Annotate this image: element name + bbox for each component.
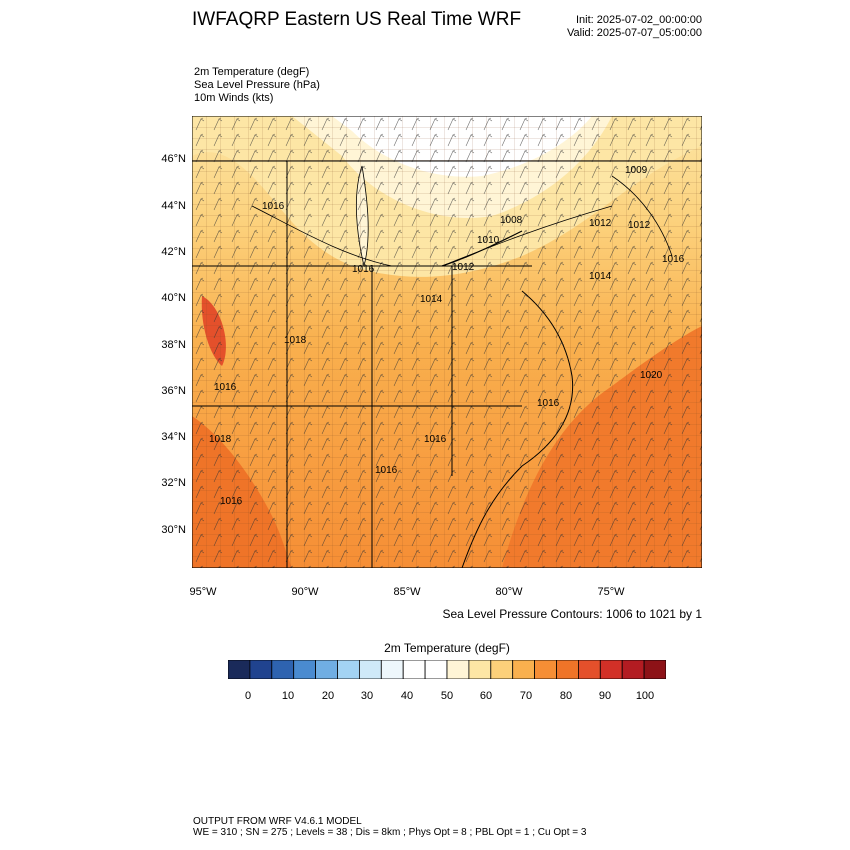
- lat-tick: 44°N: [161, 200, 186, 212]
- colorbar-swatch: [556, 660, 579, 679]
- colorbar-label: 80: [559, 690, 573, 702]
- colorbar-swatch: [402, 660, 426, 679]
- isobar-label: 1016: [214, 382, 237, 393]
- colorbar-swatch: [315, 660, 338, 679]
- valid-time: Valid: 2025-07-07_05:00:00: [567, 27, 702, 39]
- colorbar-swatch: [577, 660, 601, 679]
- lat-tick: 38°N: [161, 339, 186, 351]
- lon-tick: 85°W: [393, 586, 421, 598]
- colorbar: [228, 660, 666, 679]
- init-valid-times: Init: 2025-07-02_00:00:00 Valid: 2025-07…: [567, 14, 702, 40]
- colorbar-title: 2m Temperature (degF): [384, 641, 510, 655]
- lat-tick: 36°N: [161, 385, 186, 397]
- lon-tick: 95°W: [189, 586, 217, 598]
- field-label-temperature: 2m Temperature (degF): [194, 66, 310, 78]
- lon-tick: 75°W: [597, 586, 625, 598]
- isobar-label: 1016: [424, 434, 447, 445]
- map-title: IWFAQRP Eastern US Real Time WRF: [192, 9, 522, 30]
- colorbar-swatch: [512, 660, 536, 679]
- lat-tick: 46°N: [161, 153, 186, 165]
- weather-map: 1016 1016 1014 1012 1010 1008 1009 1012 …: [192, 116, 702, 568]
- colorbar-swatch: [599, 660, 623, 679]
- footer-config-line: WE = 310 ; SN = 275 ; Levels = 38 ; Dis …: [193, 827, 587, 838]
- isobar-label: 1016: [352, 264, 375, 275]
- isobar-label: 1016: [220, 496, 243, 507]
- colorbar-label: 50: [440, 690, 454, 702]
- isobar-label: 1009: [625, 165, 648, 176]
- isobar-label: 1014: [589, 271, 612, 282]
- colorbar-swatch: [271, 660, 295, 679]
- isobar-label: 1014: [420, 294, 443, 305]
- wind-barbs: [192, 116, 702, 568]
- isobars: [251, 175, 673, 267]
- isobar-label: 1018: [284, 335, 307, 346]
- colorbar-swatch: [621, 660, 645, 679]
- colorbar-swatch: [358, 660, 382, 679]
- colorbar-swatch: [643, 660, 666, 679]
- lon-tick: 90°W: [291, 586, 319, 598]
- isobar-label: 1016: [375, 465, 398, 476]
- isobar-label: 1016: [662, 254, 685, 265]
- colorbar-label: 0: [244, 690, 252, 702]
- colorbar-swatch: [228, 660, 251, 679]
- isobar-label: 1012: [452, 262, 475, 273]
- lat-tick: 32°N: [161, 477, 186, 489]
- lat-tick: 30°N: [161, 524, 186, 536]
- colorbar-label: 70: [519, 690, 533, 702]
- isobar-label: 1020: [640, 370, 663, 381]
- field-label-winds: 10m Winds (kts): [194, 92, 274, 104]
- isobar-label: 1016: [537, 398, 560, 409]
- lat-tick: 42°N: [161, 246, 186, 258]
- lat-tick: 34°N: [161, 431, 186, 443]
- isobar-labels: 1016 1016 1014 1012 1010 1008 1009 1012 …: [209, 165, 685, 507]
- footer-model-line: OUTPUT FROM WRF V4.6.1 MODEL: [193, 816, 362, 827]
- isobar-label: 1008: [500, 215, 523, 226]
- colorbar-label: 60: [479, 690, 493, 702]
- lon-tick: 80°W: [495, 586, 523, 598]
- colorbar-swatch: [424, 660, 448, 679]
- colorbar-swatch: [534, 660, 557, 679]
- colorbar-label: 30: [360, 690, 374, 702]
- colorbar-label: 10: [281, 690, 295, 702]
- colorbar-label: 40: [400, 690, 414, 702]
- colorbar-swatch: [446, 660, 470, 679]
- colorbar-label: 90: [598, 690, 612, 702]
- colorbar-swatch: [380, 660, 404, 679]
- isobar-label: 1016: [262, 201, 285, 212]
- isobar-label: 1018: [209, 434, 232, 445]
- colorbar-label: 20: [321, 690, 335, 702]
- colorbar-swatch: [293, 660, 316, 679]
- colorbar-swatch: [249, 660, 273, 679]
- colorbar-swatch: [468, 660, 492, 679]
- colorbar-label: 100: [635, 690, 655, 702]
- state-borders: [192, 160, 702, 568]
- colorbar-swatch: [337, 660, 360, 679]
- init-time: Init: 2025-07-02_00:00:00: [576, 14, 702, 26]
- isobar-label: 1012: [589, 218, 612, 229]
- contour-note: Sea Level Pressure Contours: 1006 to 102…: [442, 607, 703, 621]
- isobar-label: 1010: [477, 235, 500, 246]
- lat-tick: 40°N: [161, 292, 186, 304]
- field-label-pressure: Sea Level Pressure (hPa): [194, 79, 320, 91]
- isobar-label: 1012: [628, 220, 651, 231]
- colorbar-swatch: [490, 660, 514, 679]
